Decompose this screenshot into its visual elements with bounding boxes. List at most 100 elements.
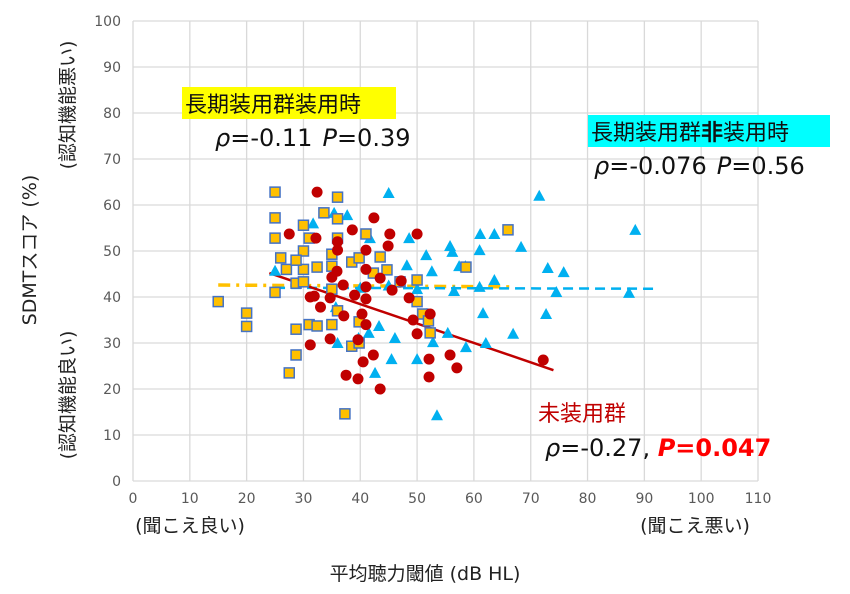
users-on-point — [331, 191, 344, 203]
non-users-point — [283, 228, 295, 240]
p-symbol: P — [658, 434, 676, 462]
x-tick-label: 50 — [408, 491, 426, 507]
users-on-point — [311, 320, 323, 332]
users-off-point — [403, 232, 416, 244]
non-users-point — [332, 236, 344, 248]
users-on-point — [381, 264, 393, 276]
rho-symbol: ρ — [215, 124, 230, 152]
non-users-point — [304, 339, 316, 351]
users-off-point — [459, 341, 472, 353]
non-users-point — [407, 314, 419, 326]
users-off-point — [444, 239, 457, 251]
non-users-point — [423, 371, 435, 383]
users-off-point — [488, 273, 501, 285]
non-users-point — [315, 301, 326, 313]
non-users-point — [360, 319, 372, 331]
y-tick-label: 30 — [103, 336, 121, 352]
users-off-point — [557, 266, 570, 278]
x-axis-right-note: (聞こえ悪い) — [640, 515, 750, 537]
non-users-point — [356, 308, 368, 320]
users-on-point — [353, 252, 365, 264]
users-on-point — [269, 286, 281, 299]
x-tick-label: 10 — [181, 491, 199, 507]
users-on-point — [460, 261, 472, 273]
users-on-point — [424, 327, 436, 339]
non-users-point — [349, 289, 361, 301]
y-tick-label: 50 — [103, 244, 121, 260]
users-on-point — [269, 186, 281, 198]
y-axis-bottom-note: (認知機能良い) — [57, 331, 79, 460]
non-users-point — [382, 240, 394, 252]
users-off-point — [269, 264, 282, 276]
users-off-point — [623, 286, 636, 298]
users-off-stats: ρ=-0.076 P=0.56 — [594, 152, 805, 180]
non-users-title: 未装用群 — [538, 402, 626, 427]
p-symbol: P — [717, 152, 732, 180]
x-tick-label: 70 — [522, 491, 540, 507]
non-users-point — [368, 212, 380, 224]
non-users-point — [311, 186, 323, 198]
users-on-point — [326, 318, 338, 331]
trendlines — [218, 271, 656, 372]
users-on-point — [274, 252, 287, 264]
users-on-point — [297, 263, 310, 276]
users-off-point — [550, 285, 563, 297]
x-tick-label: 60 — [465, 491, 483, 507]
users-off-point — [488, 227, 501, 239]
users-off-point — [373, 319, 386, 331]
non-users-point — [423, 353, 435, 365]
users-on-point — [212, 295, 224, 308]
non-users-point — [352, 334, 364, 346]
y-tick-label: 90 — [103, 60, 121, 76]
users-off-point — [533, 189, 546, 201]
users-on-point — [290, 349, 302, 361]
non-users-point — [357, 356, 369, 368]
y-axis-title: SDMTスコア (%) — [19, 175, 41, 326]
non-users-point — [332, 244, 344, 256]
users-off-point — [473, 280, 486, 292]
non-users-point — [411, 328, 423, 340]
users-off-point — [427, 336, 439, 348]
tick-labels: 0 10 20 30 40 50 60 70 80 90 100 110 0 10 20 30 40 50 60 70… — [94, 14, 771, 507]
users-off-point — [629, 223, 642, 235]
users-off-point — [541, 262, 554, 274]
users-on-point — [297, 245, 310, 257]
x-tick-label: 110 — [745, 491, 772, 507]
users-off-point — [307, 217, 320, 229]
non-users-point — [360, 244, 372, 256]
users-on-title: 長期装用群装用時 — [185, 93, 361, 118]
users-on-point — [318, 207, 330, 219]
x-tick-label: 20 — [238, 491, 256, 507]
users-off-point — [331, 337, 344, 348]
non-users-point — [338, 310, 350, 322]
users-off-point — [388, 331, 401, 343]
y-tick-label: 70 — [103, 152, 121, 168]
x-axis-title: 平均聴力閾値 (dB HL) — [330, 563, 521, 585]
non-users-point — [386, 284, 398, 296]
users-off-point — [369, 366, 382, 378]
non-users-point — [324, 333, 336, 345]
non-users-point — [324, 292, 336, 304]
users-off-point — [382, 187, 395, 199]
x-tick-label: 80 — [579, 491, 597, 507]
users-on-point — [283, 367, 295, 379]
users-off-point — [446, 245, 459, 257]
non-users-point — [360, 293, 372, 305]
users-on-point — [240, 320, 253, 333]
users-on-point — [502, 224, 514, 236]
non-users-point — [424, 308, 436, 320]
non-users-point — [352, 373, 364, 385]
non-users-point — [304, 291, 316, 303]
x-tick-label: 30 — [295, 491, 313, 507]
x-tick-label: 90 — [635, 491, 653, 507]
users-on-point — [269, 212, 281, 224]
y-tick-label: 60 — [103, 198, 121, 214]
users-on-point — [280, 263, 293, 276]
x-tick-label: 0 — [129, 491, 138, 507]
p-value: =0.39 — [337, 124, 411, 152]
users-on-point — [326, 283, 338, 295]
y-tick-label: 0 — [112, 474, 121, 490]
users-off-point — [341, 209, 354, 221]
non-users-point — [411, 228, 423, 240]
